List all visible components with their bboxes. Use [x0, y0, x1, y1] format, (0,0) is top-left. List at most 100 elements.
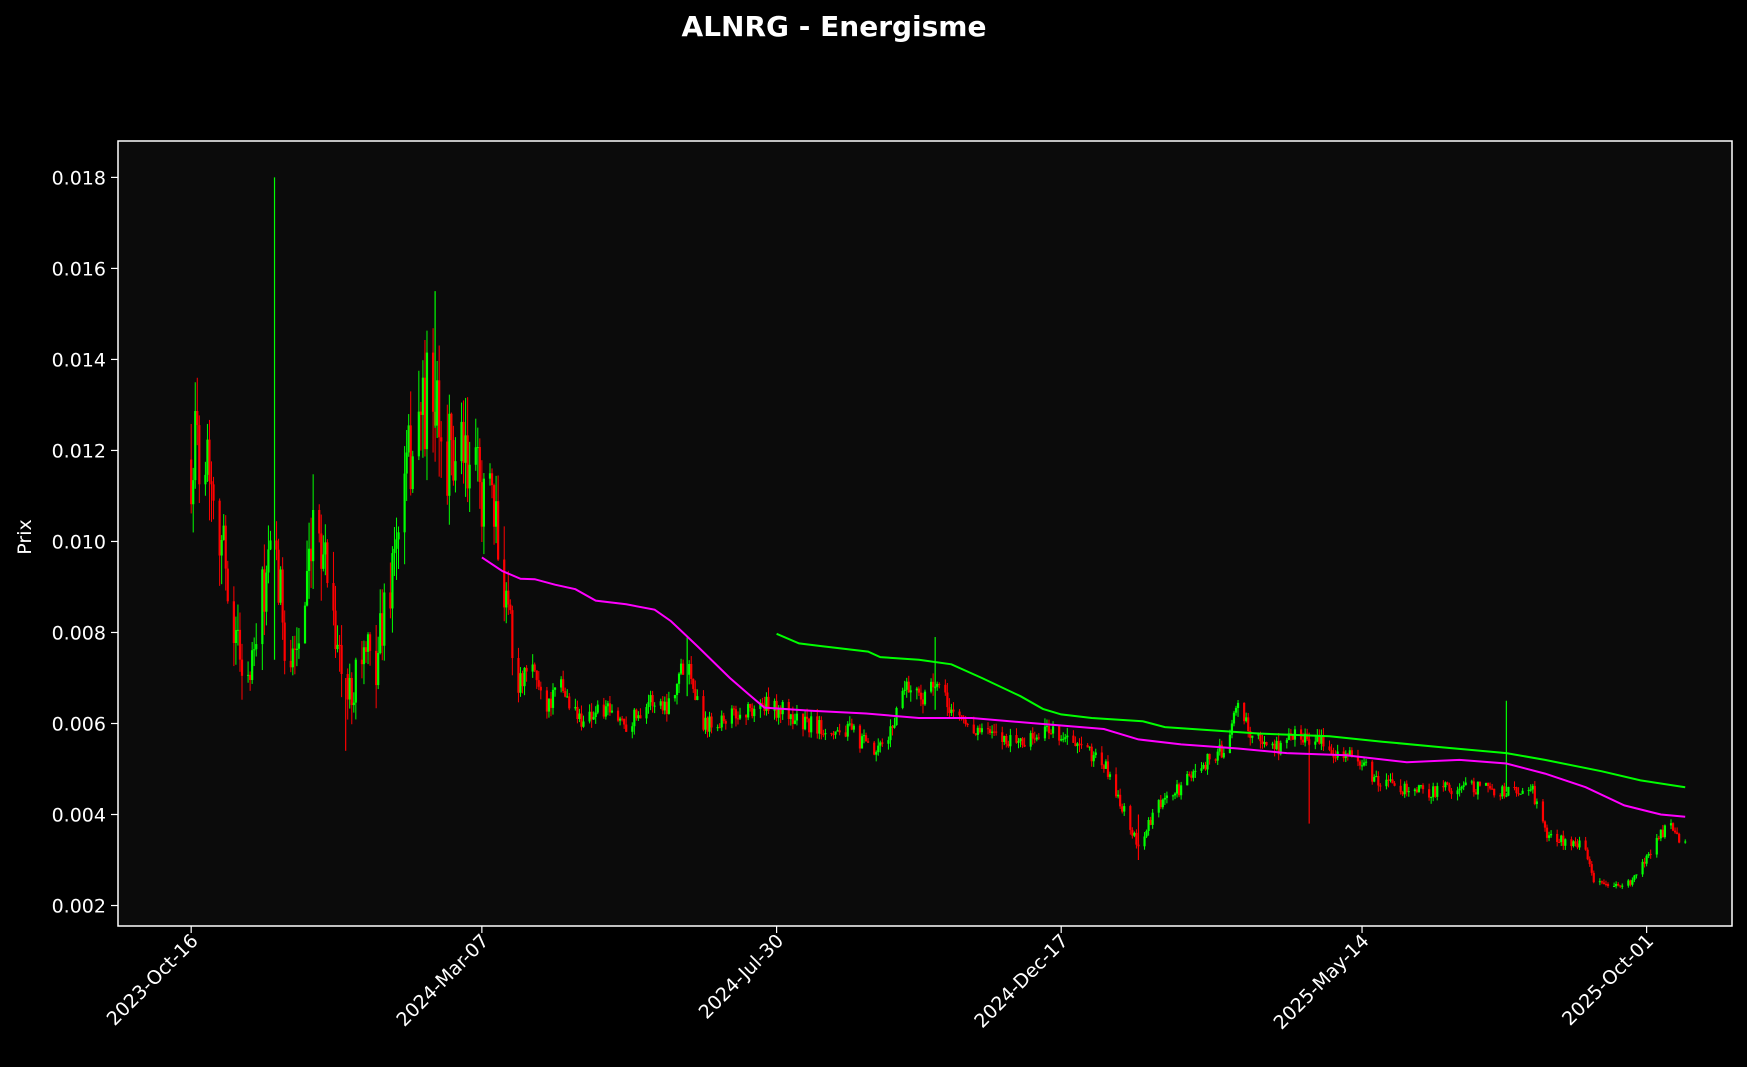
candle-body — [1188, 774, 1191, 776]
candle-body — [1316, 735, 1319, 742]
candle-body — [923, 691, 927, 705]
candle-body — [326, 542, 329, 584]
candle-body — [759, 702, 762, 709]
candle-body — [1432, 786, 1435, 798]
candle-body — [1600, 881, 1604, 883]
candle-body — [820, 720, 823, 735]
candle-body — [275, 540, 278, 550]
candle-body — [1470, 781, 1473, 783]
candle-body — [1104, 761, 1108, 769]
candle-body — [1421, 785, 1425, 790]
candle-body — [423, 377, 427, 450]
candle-body — [1157, 800, 1160, 813]
candle-body — [718, 727, 721, 729]
candle-body — [533, 664, 536, 671]
candle-body — [915, 688, 918, 691]
candle-body — [452, 440, 455, 481]
candle-body — [1584, 840, 1587, 850]
candle-body — [1676, 832, 1679, 834]
candle-body — [936, 683, 939, 687]
candle-body — [560, 679, 563, 688]
candle-body — [635, 709, 638, 719]
candle-body — [988, 729, 992, 733]
candle-body — [1604, 883, 1608, 885]
candle-body — [1100, 752, 1103, 766]
x-axis: 2023-Oct-16 2024-Mar-07 2024-Jul-30 2024-De… — [103, 926, 1658, 1034]
candle-body — [1023, 744, 1026, 747]
x-tick-label: 2025-May-14 — [1269, 930, 1373, 1034]
candle-body — [1330, 749, 1333, 755]
candle-body — [1019, 738, 1022, 742]
candle-body — [706, 717, 709, 732]
candle-body — [425, 352, 429, 450]
candle-body — [696, 696, 699, 700]
candle-body — [1009, 735, 1012, 747]
candle-body — [767, 696, 770, 711]
candle-body — [310, 548, 313, 562]
candle-body — [379, 613, 382, 654]
candle-body — [832, 734, 835, 736]
candle-body — [196, 411, 199, 426]
candle-body — [468, 464, 471, 489]
candle-body — [537, 680, 540, 687]
candle-body — [505, 590, 508, 608]
candle-body — [749, 704, 752, 708]
candle-body — [836, 730, 839, 732]
candle-body — [1673, 830, 1677, 833]
candle-body — [1519, 793, 1522, 795]
candle-body — [234, 630, 237, 643]
candle-body — [240, 659, 244, 676]
candle-body — [1094, 752, 1097, 756]
candle-body — [1645, 855, 1648, 864]
candle-body — [1159, 800, 1162, 808]
candle-body — [1066, 735, 1069, 738]
candle-body — [1678, 833, 1681, 843]
candle-body — [1072, 735, 1075, 743]
candle-body — [236, 629, 240, 631]
candle-body — [1602, 882, 1606, 884]
candle-body — [1177, 784, 1181, 796]
candle-body — [891, 726, 894, 728]
candle-body — [1663, 825, 1667, 838]
candle-body — [1531, 785, 1534, 790]
candle-body — [448, 413, 451, 496]
candle-body — [1484, 783, 1488, 786]
y-tick-label: 0.010 — [52, 531, 106, 553]
candle-body — [1446, 782, 1449, 785]
plot-area-background — [118, 141, 1732, 926]
candle-body — [576, 706, 579, 719]
candle-body — [1045, 726, 1049, 728]
candle-body — [950, 709, 953, 714]
candle-body — [1521, 790, 1524, 794]
candle-body — [946, 692, 949, 708]
candle-body — [1108, 774, 1112, 777]
candle-body — [720, 715, 723, 728]
candle-body — [1200, 768, 1203, 771]
candle-body — [864, 735, 868, 742]
candle-body — [1643, 861, 1646, 864]
candle-body — [568, 696, 571, 709]
candle-body — [903, 689, 906, 692]
candle-body — [1403, 783, 1406, 795]
candle-body — [206, 439, 209, 475]
y-tick-label: 0.018 — [52, 167, 106, 189]
candle-body — [460, 421, 463, 462]
candle-body — [1230, 723, 1234, 735]
candle-body — [1173, 793, 1177, 796]
candle-body — [948, 707, 951, 714]
candle-body — [340, 645, 343, 675]
candle-body — [791, 714, 794, 724]
candle-body — [1436, 786, 1439, 797]
candle-body — [1491, 788, 1494, 790]
candle-body — [1562, 835, 1565, 846]
candle-body — [1365, 761, 1368, 763]
candle-body — [226, 568, 229, 602]
candle-body — [562, 679, 565, 692]
candle-body — [354, 659, 357, 703]
candle-body — [1592, 872, 1595, 883]
candle-body — [545, 690, 549, 712]
candle-body — [1503, 786, 1506, 797]
candle-body — [279, 569, 282, 603]
candle-body — [490, 473, 494, 486]
candle-body — [858, 725, 862, 749]
